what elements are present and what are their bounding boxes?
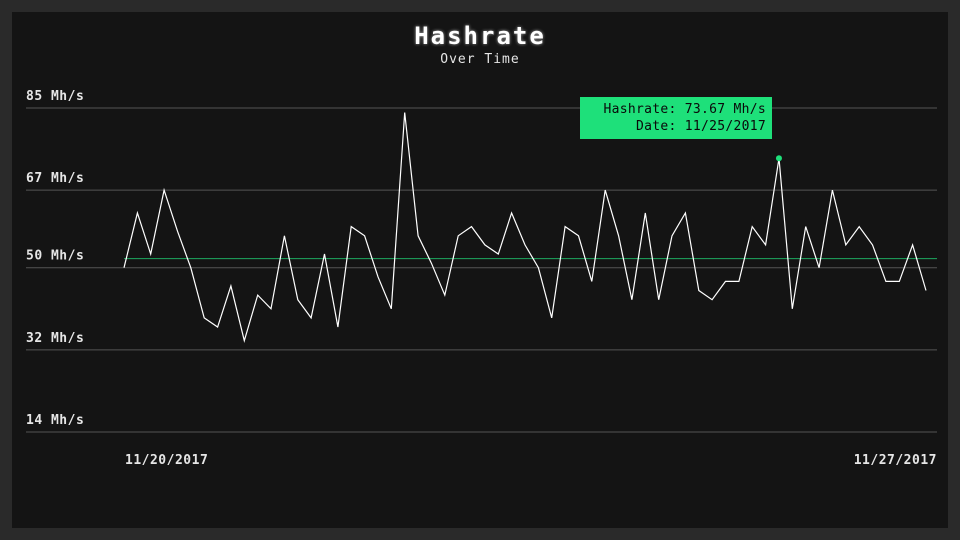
tooltip-hashrate: Hashrate: 73.67 Mh/s — [603, 102, 766, 117]
y-tick-label: 32 Mh/s — [26, 331, 84, 346]
data-point — [643, 211, 647, 215]
chart-panel — [12, 12, 948, 528]
data-point — [550, 316, 554, 320]
data-point — [817, 266, 821, 270]
data-point — [256, 293, 260, 297]
hashrate-series-line — [123, 112, 927, 344]
data-point — [229, 284, 233, 288]
data-point — [790, 307, 794, 311]
data-point — [871, 243, 875, 247]
y-tick-label: 50 Mh/s — [26, 249, 84, 264]
data-point — [844, 243, 848, 247]
data-point — [683, 211, 687, 215]
data-point — [175, 229, 179, 233]
y-tick-label: 67 Mh/s — [26, 171, 84, 186]
data-point — [857, 225, 861, 229]
data-point — [750, 225, 754, 229]
data-point — [764, 243, 768, 247]
data-point — [657, 298, 661, 302]
data-point — [510, 211, 514, 215]
data-point — [443, 293, 447, 297]
data-point — [403, 111, 407, 115]
data-point — [523, 243, 527, 247]
y-tick-label: 85 Mh/s — [26, 89, 84, 104]
x-tick-label: 11/20/2017 — [125, 453, 208, 468]
data-point — [804, 225, 808, 229]
data-point — [737, 279, 741, 283]
data-point — [496, 252, 500, 256]
data-point — [884, 279, 888, 283]
data-point — [323, 252, 327, 256]
data-point — [149, 252, 153, 256]
highlighted-data-point — [775, 155, 782, 162]
data-point — [376, 275, 380, 279]
data-point — [296, 298, 300, 302]
data-point — [617, 234, 621, 238]
data-point — [897, 279, 901, 283]
data-point — [349, 225, 353, 229]
data-point — [630, 298, 634, 302]
data-point — [576, 234, 580, 238]
data-point — [189, 266, 193, 270]
tooltip-date: Date: 11/25/2017 — [635, 119, 766, 134]
data-point — [216, 325, 220, 329]
data-point — [724, 279, 728, 283]
data-point — [162, 188, 166, 192]
data-point — [590, 279, 594, 283]
data-point — [536, 266, 540, 270]
data-point — [122, 266, 126, 270]
data-point — [911, 243, 915, 247]
data-point — [470, 225, 474, 229]
data-point — [242, 339, 246, 343]
data-point — [269, 307, 273, 311]
data-point — [924, 289, 928, 293]
data-point — [336, 325, 340, 329]
y-tick-label: 14 Mh/s — [26, 413, 84, 428]
data-point — [363, 234, 367, 238]
data-point — [710, 298, 714, 302]
chart-subtitle: Over Time — [440, 52, 520, 67]
data-point — [697, 289, 701, 293]
data-point — [309, 316, 313, 320]
data-point — [282, 234, 286, 238]
data-point — [416, 234, 420, 238]
data-point — [670, 234, 674, 238]
hover-tooltip: Hashrate: 73.67 Mh/s Date: 11/25/2017 — [580, 97, 772, 139]
data-point — [456, 234, 460, 238]
chart-title: Hashrate — [414, 22, 546, 50]
data-point — [563, 225, 567, 229]
data-point — [603, 188, 607, 192]
data-point — [483, 243, 487, 247]
data-point — [135, 211, 139, 215]
data-point — [429, 261, 433, 265]
data-point — [202, 316, 206, 320]
data-point — [830, 188, 834, 192]
data-point — [389, 307, 393, 311]
x-tick-label: 11/27/2017 — [854, 453, 937, 468]
